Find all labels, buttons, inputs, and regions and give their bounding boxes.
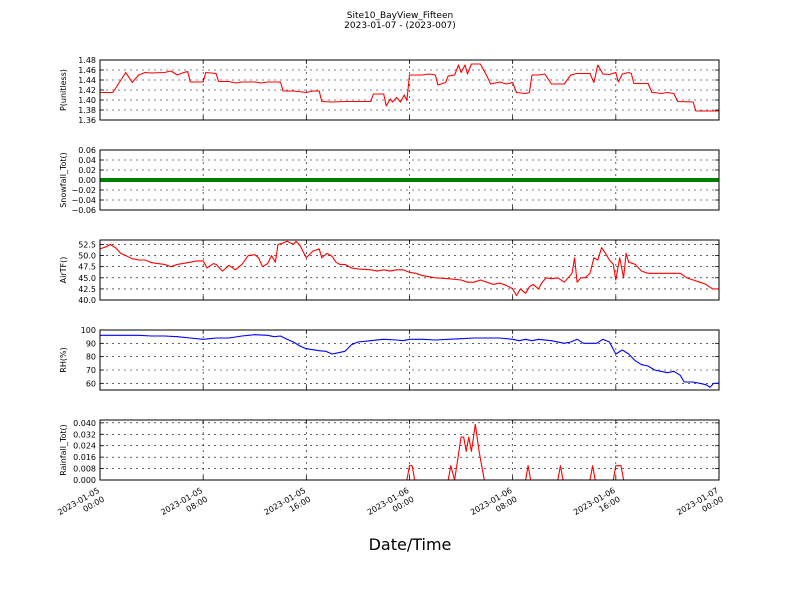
y-tick-label: 0.00 (78, 176, 96, 185)
y-axis-label: RH(%) (59, 347, 68, 372)
panel-4: 60 70 80 90 100 RH(%) (59, 326, 720, 391)
y-tick-label: 52.5 (78, 240, 96, 249)
y-axis-label: P(unitless) (59, 69, 68, 111)
series-line (100, 63, 719, 112)
x-axis-label: Date/Time (369, 535, 452, 554)
x-tick-label: 2023-01-0608:00 (469, 486, 519, 526)
y-tick-label: 1.42 (78, 86, 96, 95)
plot-frame (99, 149, 720, 211)
series-line (99, 240, 719, 297)
y-axis-label: Snowfall_Tot() (59, 152, 68, 208)
y-tick-label: 0.024 (73, 442, 96, 451)
y-tick-label: 40.0 (78, 296, 96, 305)
y-tick-label: 1.40 (78, 96, 96, 105)
plot-frame (99, 419, 720, 481)
y-tick-label: 42.5 (78, 285, 96, 294)
y-tick-label: −0.04 (71, 196, 96, 205)
y-tick-label: 50.0 (78, 252, 96, 261)
chart-subtitle: 2023-01-07 - (2023-007) (344, 21, 456, 31)
panel-3: 40.0 42.5 45.0 47.5 50.0 52.5 AirTF() (59, 239, 720, 305)
y-tick-label: 1.36 (78, 116, 96, 125)
y-tick-label: 90 (86, 339, 96, 348)
y-tick-label: 0.02 (78, 166, 96, 175)
y-tick-label: 0.000 (73, 476, 96, 485)
y-tick-label: −0.06 (71, 206, 96, 215)
panel-1: 1.361.381.401.421.441.461.48 P(unitless) (59, 56, 720, 125)
panel-2: −0.06−0.04−0.020.000.020.040.06 Snowfall_… (59, 146, 720, 215)
y-tick-label: 45.0 (78, 274, 96, 283)
plot-frame (99, 59, 720, 121)
plot-frame (99, 239, 720, 301)
y-axis-label: AirTF() (59, 257, 68, 284)
x-tick-label: 2023-01-0508:00 (159, 486, 209, 526)
x-tick-label: 2023-01-0700:00 (675, 486, 725, 526)
y-tick-label: 1.46 (78, 66, 96, 75)
y-tick-label: 0.06 (78, 146, 96, 155)
x-tick-label: 2023-01-0516:00 (263, 486, 313, 526)
y-tick-label: 80 (86, 353, 96, 362)
x-tick-label: 2023-01-0500:00 (56, 486, 106, 526)
y-tick-label: 0.04 (78, 156, 96, 165)
y-tick-label: 0.032 (73, 430, 96, 439)
chart-title: Site10_BayView_Fifteen (346, 11, 454, 21)
y-axis-label: Rainfall_Tot() (59, 424, 68, 476)
series-line (100, 334, 719, 388)
x-tick-label: 2023-01-0616:00 (572, 486, 622, 526)
y-tick-label: 0.016 (73, 453, 96, 462)
y-tick-label: 1.44 (78, 76, 96, 85)
y-tick-label: 60 (86, 379, 96, 388)
y-tick-label: 70 (86, 366, 96, 375)
plot-frame (99, 329, 720, 391)
y-tick-label: 0.040 (73, 419, 96, 428)
panel-5: 0.000 0.008 0.016 0.024 0.032 0.040 Rainfall_T… (59, 419, 720, 485)
x-tick-label: 2023-01-0600:00 (366, 486, 416, 526)
y-tick-label: 0.008 (73, 465, 96, 474)
y-tick-label: −0.02 (71, 186, 96, 195)
y-tick-label: 47.5 (78, 263, 96, 272)
y-tick-label: 100 (81, 326, 96, 335)
y-tick-label: 1.48 (78, 56, 96, 65)
y-tick-label: 1.38 (78, 106, 96, 115)
